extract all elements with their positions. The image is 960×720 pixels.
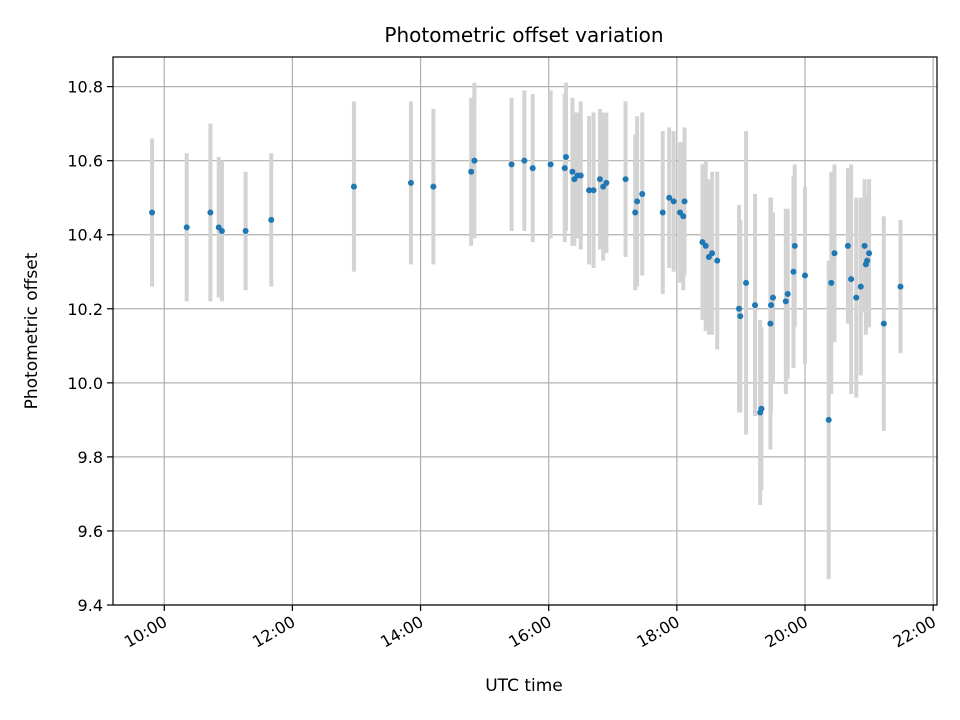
y-tick-label: 10.8 bbox=[67, 78, 103, 97]
y-tick-label: 10.4 bbox=[67, 226, 103, 245]
data-points bbox=[149, 153, 904, 423]
x-axis-label: UTC time bbox=[485, 676, 563, 696]
data-point bbox=[802, 272, 809, 279]
data-point bbox=[825, 416, 832, 423]
data-point bbox=[407, 179, 414, 186]
data-point bbox=[768, 302, 775, 309]
data-point bbox=[782, 298, 789, 305]
data-point bbox=[861, 242, 868, 249]
data-point bbox=[831, 250, 838, 257]
data-point bbox=[634, 198, 641, 205]
data-point bbox=[350, 183, 357, 190]
data-point bbox=[828, 279, 835, 286]
data-point bbox=[218, 228, 225, 235]
data-point bbox=[853, 294, 860, 301]
data-point bbox=[471, 157, 478, 164]
y-tick-label: 10.2 bbox=[67, 300, 103, 319]
error-bars bbox=[150, 82, 903, 580]
data-point bbox=[866, 250, 873, 257]
data-point bbox=[149, 209, 156, 216]
y-tick-label: 9.8 bbox=[78, 448, 103, 467]
data-point bbox=[563, 153, 570, 160]
data-point bbox=[596, 176, 603, 183]
x-tick-label: 12:00 bbox=[249, 612, 298, 652]
data-point bbox=[508, 161, 515, 168]
x-tick-label: 18:00 bbox=[633, 612, 682, 652]
data-point bbox=[590, 187, 597, 194]
data-point bbox=[752, 302, 759, 309]
data-point bbox=[603, 179, 610, 186]
data-point bbox=[659, 209, 666, 216]
data-point bbox=[561, 165, 568, 172]
data-point bbox=[791, 242, 798, 249]
data-point bbox=[666, 194, 673, 201]
data-point bbox=[680, 213, 687, 220]
data-point bbox=[709, 250, 716, 257]
x-tick-label: 10:00 bbox=[121, 612, 170, 652]
plot-area bbox=[112, 56, 938, 606]
data-point bbox=[681, 198, 688, 205]
data-point bbox=[183, 224, 190, 231]
x-tick-label: 14:00 bbox=[377, 612, 426, 652]
data-point bbox=[207, 209, 214, 216]
data-point bbox=[468, 168, 475, 175]
data-point bbox=[702, 242, 709, 249]
y-axis: 9.4 9.6 9.8 10.0 10.2 10.4 10.6 10.8 bbox=[67, 78, 113, 615]
data-point bbox=[569, 168, 576, 175]
data-point bbox=[844, 242, 851, 249]
data-point bbox=[897, 283, 904, 290]
data-point bbox=[521, 157, 528, 164]
chart-title: Photometric offset variation bbox=[384, 23, 663, 47]
data-point bbox=[864, 257, 871, 264]
data-point bbox=[714, 257, 721, 264]
data-point bbox=[268, 216, 275, 223]
y-tick-label: 10.0 bbox=[67, 374, 103, 393]
x-tick-label: 20:00 bbox=[762, 612, 811, 652]
x-axis: 10:00 12:00 14:00 16:00 18:00 20:00 22:00 bbox=[121, 605, 939, 652]
y-tick-label: 10.6 bbox=[67, 152, 103, 171]
data-point bbox=[430, 183, 437, 190]
y-tick-label: 9.6 bbox=[78, 522, 103, 541]
data-point bbox=[857, 283, 864, 290]
data-point bbox=[737, 313, 744, 320]
y-tick-label: 9.4 bbox=[78, 596, 103, 615]
data-point bbox=[790, 268, 797, 275]
data-point bbox=[784, 290, 791, 297]
data-point bbox=[880, 320, 887, 327]
data-point bbox=[577, 172, 584, 179]
data-point bbox=[736, 305, 743, 312]
data-point bbox=[242, 228, 249, 235]
data-point bbox=[769, 294, 776, 301]
data-point bbox=[670, 198, 677, 205]
data-point bbox=[529, 165, 536, 172]
data-point bbox=[547, 161, 554, 168]
data-point bbox=[758, 405, 765, 412]
data-point bbox=[767, 320, 774, 327]
data-point bbox=[622, 176, 629, 183]
data-point bbox=[848, 276, 855, 283]
data-point bbox=[586, 187, 593, 194]
x-tick-label: 16:00 bbox=[505, 612, 554, 652]
y-axis-label: Photometric offset bbox=[22, 252, 42, 409]
data-point bbox=[632, 209, 639, 216]
x-tick-label: 22:00 bbox=[890, 612, 939, 652]
data-point bbox=[743, 279, 750, 286]
data-point bbox=[639, 191, 646, 197]
